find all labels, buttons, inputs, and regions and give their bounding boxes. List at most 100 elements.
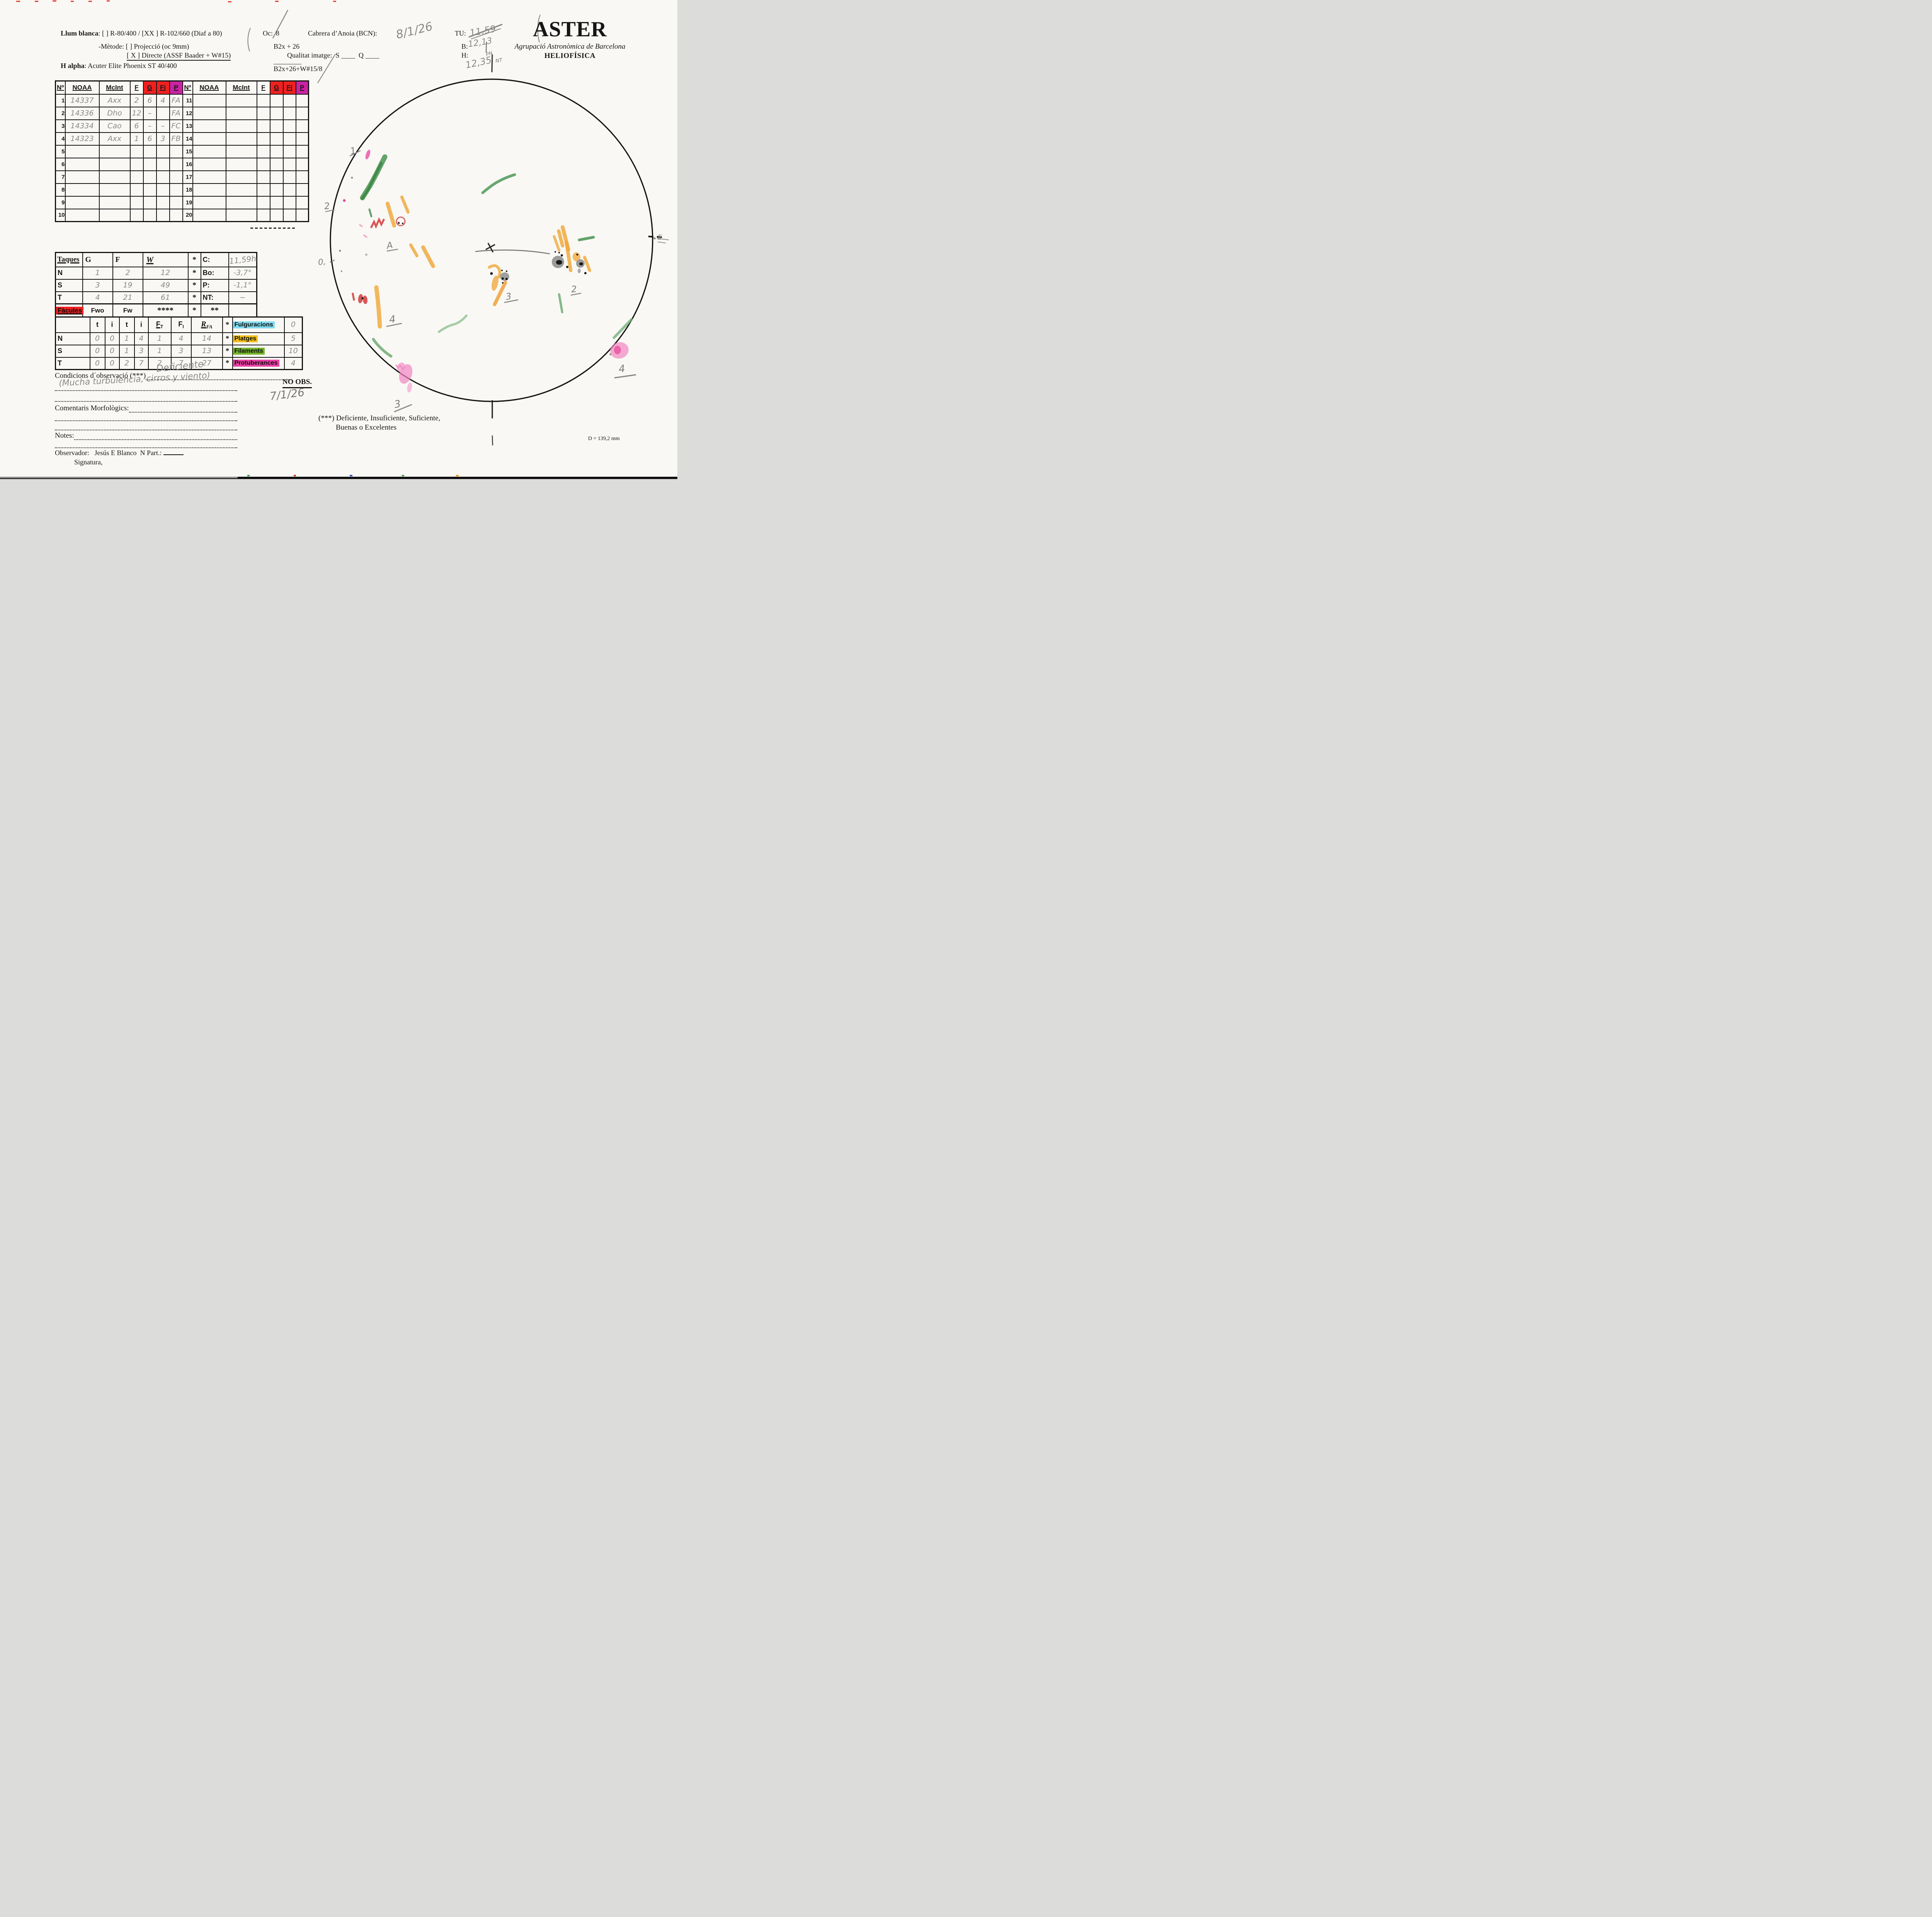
east-label: E bbox=[658, 234, 662, 241]
row-number: 16 bbox=[182, 157, 193, 171]
taques-row-label: N bbox=[55, 266, 83, 280]
col-n: Nº bbox=[182, 80, 193, 95]
noaa-row: 10 20 bbox=[55, 208, 309, 222]
mcint-cell bbox=[225, 106, 257, 120]
label-3c-underline bbox=[504, 299, 519, 303]
i1-cell: 0 bbox=[104, 357, 120, 370]
sunspot-dot bbox=[558, 252, 560, 253]
taques-table: Taques G F W * C: 11,59h. N 1 2 12 * Bo:… bbox=[55, 252, 259, 304]
f-cell: 1 bbox=[129, 132, 144, 146]
diameter-label: D = 139,2 mm bbox=[588, 436, 620, 442]
tu-label: TU: bbox=[455, 29, 466, 37]
p-cell bbox=[295, 106, 309, 120]
noaa-table: Nº NOAA McInt F G Fi P Nº NOAA McInt F G… bbox=[55, 80, 309, 222]
category-tag: Protuberances bbox=[233, 360, 279, 367]
tag-value: 4 bbox=[291, 359, 296, 367]
crayon-marks-left bbox=[352, 285, 468, 358]
oc-strikethrough bbox=[272, 10, 289, 39]
noaa-number: 14334 bbox=[70, 121, 94, 130]
label-4-underline bbox=[386, 323, 402, 327]
mcint-value: Dho bbox=[107, 109, 122, 117]
empty-cell bbox=[228, 303, 257, 318]
fi-cell bbox=[282, 170, 296, 184]
red-speck bbox=[35, 1, 38, 2]
region-label-4: 4 bbox=[389, 313, 396, 326]
scanned-observation-form: 1 2 0, A 4 3 2 3 4 E PN NT Llum blanca: bbox=[0, 0, 677, 479]
date-handwritten: 8/1/26 bbox=[395, 19, 434, 42]
taques-col-f: F bbox=[112, 252, 143, 267]
f-cell bbox=[256, 170, 270, 184]
observador-value: Jesús E Blanco bbox=[94, 449, 137, 457]
noaa-number: 14336 bbox=[70, 109, 94, 117]
pencil-dot bbox=[340, 270, 343, 272]
mcint-cell bbox=[225, 93, 257, 107]
fwo-label: Fwo bbox=[82, 303, 113, 318]
empty-cell bbox=[55, 316, 90, 333]
t1-cell: 0 bbox=[89, 332, 105, 345]
pencil-dot bbox=[333, 260, 335, 261]
fi-cell bbox=[282, 132, 296, 146]
condicions-label: Condicions d´observació (***) bbox=[55, 372, 146, 380]
col-g: G bbox=[269, 80, 284, 95]
row-number: 19 bbox=[182, 195, 193, 209]
mcint-cell bbox=[225, 183, 257, 197]
qualitat-q: Q ____ bbox=[358, 51, 379, 59]
mcint-cell bbox=[99, 144, 131, 158]
pencil-crease-left bbox=[247, 27, 251, 52]
side-value: -3,7° bbox=[233, 269, 252, 277]
tag-cell: Platges bbox=[232, 332, 285, 345]
noaa-row: 9 19 bbox=[55, 195, 309, 209]
star-cell: * bbox=[222, 316, 233, 333]
sunspot-dot bbox=[566, 266, 568, 268]
p-cell bbox=[169, 183, 183, 197]
red-speck bbox=[333, 1, 336, 2]
f-cell: 21 bbox=[112, 291, 143, 304]
fulguracions-tag: Fulguracions bbox=[233, 321, 275, 328]
g-cell: 3 bbox=[82, 279, 113, 292]
pink-prominence-patch bbox=[399, 364, 413, 384]
dotted-line bbox=[55, 414, 237, 421]
rfa-value: 27 bbox=[202, 359, 212, 367]
noaa-number-cell bbox=[192, 119, 226, 133]
row-number: 5 bbox=[55, 144, 66, 158]
noaa-number-cell bbox=[65, 208, 100, 222]
crayon-marks-top-left bbox=[343, 150, 435, 268]
mcint-cell bbox=[225, 170, 257, 184]
noaa-number-cell bbox=[65, 157, 100, 171]
facules-title-cell: Fàcules bbox=[55, 303, 84, 318]
mcint-cell bbox=[225, 132, 257, 146]
noaa-number-cell bbox=[192, 144, 226, 158]
fw-label: Fw bbox=[112, 303, 143, 318]
w-value: 49 bbox=[160, 281, 170, 289]
tag-value-cell: 4 bbox=[284, 357, 303, 370]
observador-label: Observador: bbox=[55, 449, 89, 457]
side-label: NT: bbox=[200, 291, 229, 304]
red-speck bbox=[88, 1, 92, 2]
pencil-smudge-dot bbox=[365, 253, 367, 256]
c-label: C: bbox=[200, 252, 229, 267]
f-cell: 19 bbox=[112, 279, 143, 292]
crayon-marks-center bbox=[481, 173, 516, 306]
fi-cell bbox=[156, 144, 170, 158]
sunspot-dot bbox=[584, 272, 587, 274]
noaa-header-row: Nº NOAA McInt F G Fi P Nº NOAA McInt F G… bbox=[55, 80, 309, 95]
i1-cell: 0 bbox=[104, 344, 120, 358]
g-cell: 6 bbox=[143, 132, 157, 146]
t1-cell: 0 bbox=[89, 357, 105, 370]
p-value: FA bbox=[172, 96, 180, 105]
region-label-2r: 2 bbox=[571, 284, 577, 295]
noaa-number-cell bbox=[192, 208, 226, 222]
f-cell bbox=[129, 208, 144, 222]
col-p: P bbox=[295, 80, 309, 95]
no-obs-date-handwritten: 7/1/26 bbox=[269, 386, 305, 403]
fi-value: 4 bbox=[179, 334, 184, 343]
stars4-cell: **** bbox=[142, 303, 189, 318]
noaa-row: 3 14334 Cao 6 – – FC 13 bbox=[55, 119, 309, 133]
tag-cell: Filaments bbox=[232, 344, 285, 358]
tag-value: 10 bbox=[288, 347, 298, 355]
i-col: i bbox=[104, 316, 120, 333]
red-speck bbox=[16, 1, 20, 2]
p-cell bbox=[295, 183, 309, 197]
fi-value: 7 bbox=[179, 359, 184, 367]
green-arc bbox=[372, 338, 393, 358]
